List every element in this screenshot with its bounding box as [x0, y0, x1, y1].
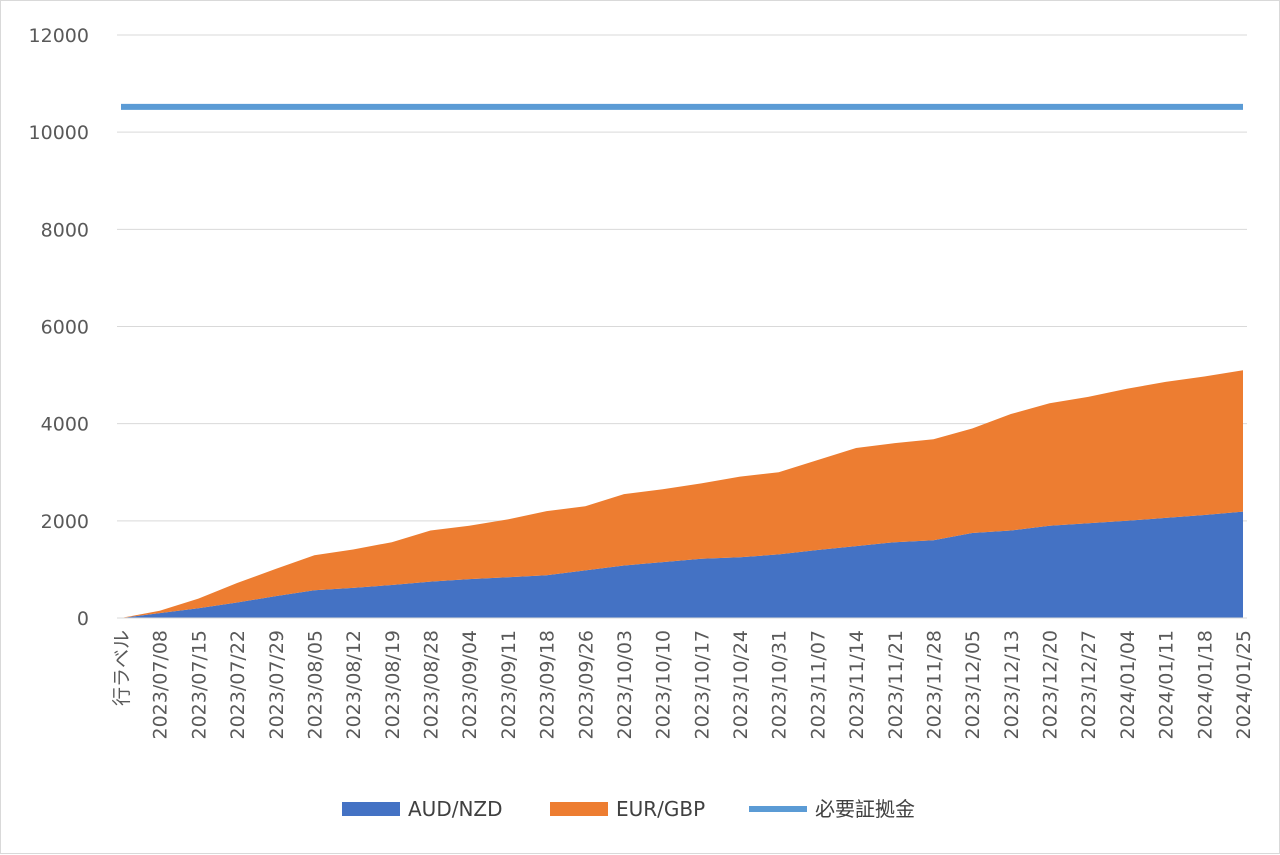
x-tick-label: 2023/10/10 — [653, 630, 675, 740]
x-tick-label: 2023/12/05 — [962, 630, 984, 740]
x-tick-label: 2023/08/12 — [343, 630, 365, 740]
x-tick-label: 2023/08/05 — [304, 630, 326, 740]
legend-label: 必要証拠金 — [815, 797, 915, 821]
x-tick-label: 2024/01/11 — [1156, 630, 1178, 740]
x-tick-label: 2023/10/17 — [691, 630, 713, 740]
area-series — [121, 370, 1243, 618]
x-tick-label: 2024/01/18 — [1194, 630, 1216, 740]
x-tick-label: 2023/08/19 — [382, 630, 404, 740]
x-tick-label: 2023/11/07 — [807, 630, 829, 740]
x-tick-label: 2023/10/03 — [614, 630, 636, 740]
x-tick-label: 2023/11/28 — [924, 630, 946, 740]
legend-label: EUR/GBP — [616, 797, 705, 821]
y-tick-label: 4000 — [41, 414, 89, 436]
y-tick-label: 10000 — [29, 122, 89, 144]
x-tick-label: 2023/12/13 — [1001, 630, 1023, 740]
x-tick-label: 2023/10/31 — [769, 630, 791, 740]
axes: 0 2000 4000 6000 8000 10000 12000 行ラベル 2023/07/0… — [29, 25, 1255, 740]
x-tick-label: 2023/12/20 — [1040, 630, 1062, 740]
legend-label: AUD/NZD — [408, 797, 503, 821]
x-tick-label: 行ラベル — [111, 630, 133, 706]
x-tick-label: 2023/09/18 — [537, 630, 559, 740]
legend: AUD/NZD EUR/GBP 必要証拠金 — [342, 797, 915, 821]
x-tick-label: 2023/09/11 — [498, 630, 520, 740]
legend-swatch — [342, 802, 400, 816]
y-tick-label: 0 — [77, 608, 89, 630]
x-tick-label: 2023/12/27 — [1078, 630, 1100, 740]
y-tick-label: 8000 — [41, 219, 89, 241]
x-tick-label: 2023/08/28 — [421, 630, 443, 740]
x-tick-label: 2023/07/08 — [150, 630, 172, 740]
x-tick-label: 2023/07/15 — [188, 630, 210, 740]
x-tick-label: 2023/10/24 — [730, 630, 752, 740]
legend-swatch — [550, 802, 608, 816]
y-tick-label: 12000 — [29, 25, 89, 47]
x-tick-label: 2023/09/04 — [459, 630, 481, 740]
x-tick-label: 2023/11/21 — [885, 630, 907, 740]
y-tick-label: 6000 — [41, 317, 89, 339]
x-tick-label: 2023/07/29 — [266, 630, 288, 740]
y-tick-label: 2000 — [41, 511, 89, 533]
area-series-eur-gbp — [121, 370, 1243, 618]
x-tick-label: 2023/09/26 — [575, 630, 597, 740]
area-series-aud-nzd — [121, 511, 1243, 618]
x-tick-label: 2023/07/22 — [227, 630, 249, 740]
x-tick-label: 2024/01/04 — [1117, 630, 1139, 740]
x-tick-label: 2024/01/25 — [1233, 630, 1255, 740]
x-tick-label: 2023/11/14 — [846, 630, 868, 740]
